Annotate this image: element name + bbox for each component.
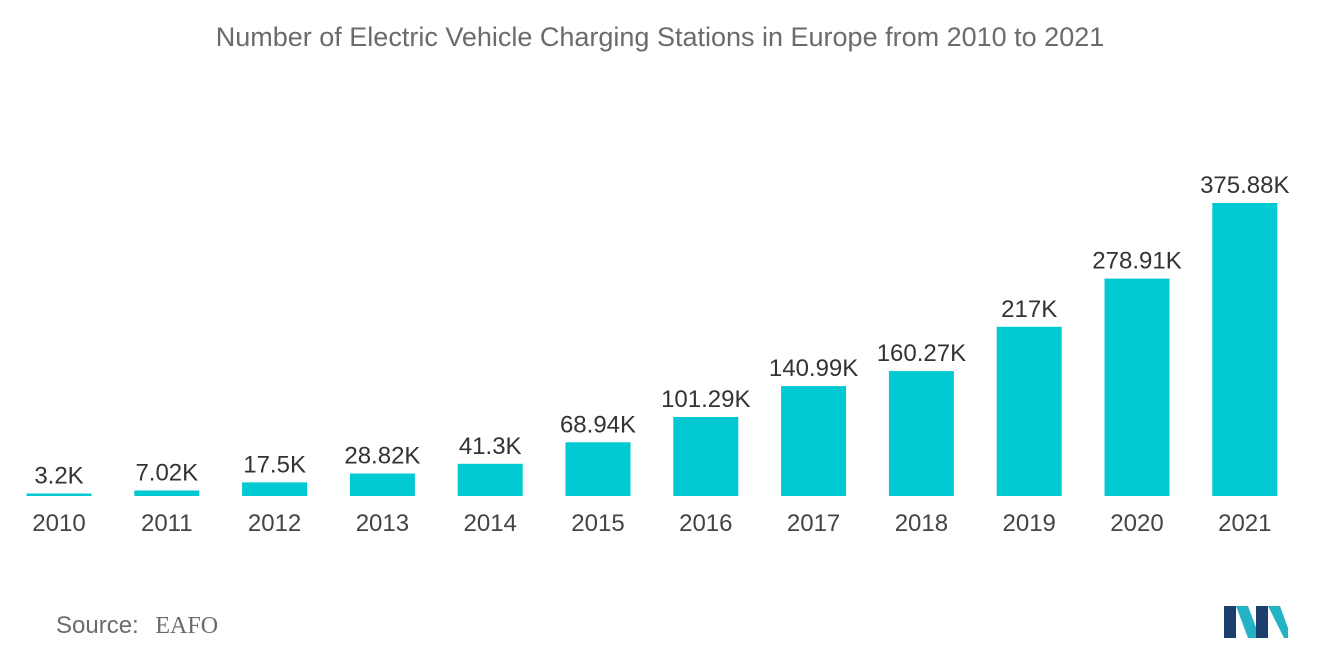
data-label-2020: 278.91K (1092, 248, 1181, 275)
source-label: Source: (56, 612, 139, 639)
bar-2014 (457, 463, 523, 496)
data-label-2011: 7.02K (135, 460, 198, 487)
x-tick-2018: 2018 (895, 510, 948, 537)
x-tick-2012: 2012 (248, 510, 301, 537)
bar-2017 (781, 386, 847, 496)
chart-title: Number of Electric Vehicle Charging Stat… (215, 22, 1105, 52)
source-note: Source: EAFO (56, 612, 218, 640)
x-tick-2021: 2021 (1218, 510, 1271, 537)
bar-2020 (1104, 278, 1170, 496)
bar-chart: 3.2K 2010 7.02K 2011 17.5K 2012 28.82K 2013 41.3… (26, 172, 1290, 537)
mordor-intelligence-logo-icon (1224, 606, 1288, 638)
bar-2012 (242, 482, 308, 496)
data-label-2016: 101.29K (661, 386, 750, 413)
data-label-2021: 375.88K (1200, 172, 1289, 199)
bar-2018 (888, 371, 954, 496)
x-tick-2016: 2016 (679, 510, 732, 537)
data-label-2013: 28.82K (344, 443, 420, 470)
bar-2010 (26, 493, 92, 496)
x-tick-2011: 2011 (141, 510, 193, 537)
x-tick-2019: 2019 (1003, 510, 1056, 537)
bar-2013 (349, 473, 415, 496)
data-label-2010: 3.2K (34, 463, 83, 490)
data-label-2018: 160.27K (877, 340, 966, 367)
bar-2021 (1212, 203, 1278, 496)
data-label-2014: 41.3K (459, 433, 522, 460)
x-tick-2017: 2017 (787, 510, 840, 537)
source-value: EAFO (155, 613, 219, 639)
data-label-2019: 217K (1001, 296, 1057, 323)
data-label-2015: 68.94K (560, 411, 636, 438)
bar-2016 (673, 417, 739, 496)
x-tick-2014: 2014 (464, 510, 517, 537)
bar-2015 (565, 442, 631, 496)
data-label-2017: 140.99K (769, 355, 858, 382)
x-tick-2015: 2015 (571, 510, 624, 537)
x-tick-2020: 2020 (1110, 510, 1163, 537)
x-tick-2010: 2010 (32, 510, 85, 537)
x-tick-2013: 2013 (356, 510, 409, 537)
bar-2011 (134, 490, 200, 496)
bar-2019 (996, 326, 1062, 496)
data-label-2012: 17.5K (243, 451, 306, 478)
